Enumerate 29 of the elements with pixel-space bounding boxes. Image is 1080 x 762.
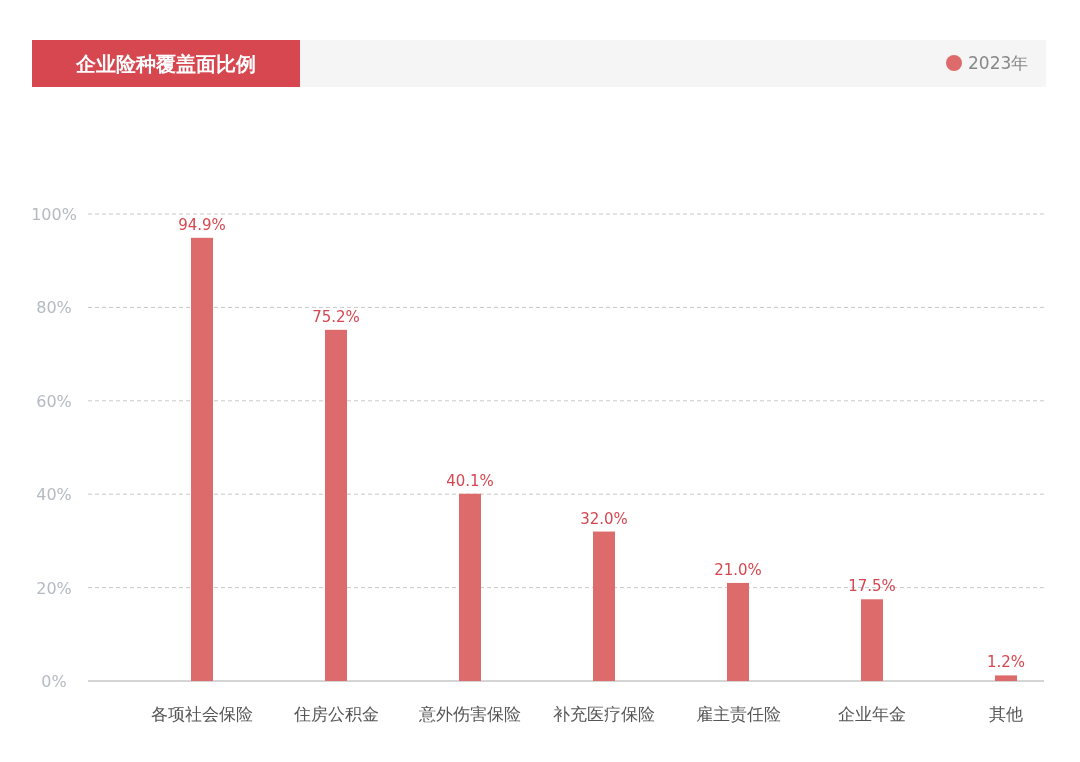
y-tick-label: 40% bbox=[36, 485, 72, 505]
x-tick-label: 各项社会保险 bbox=[151, 704, 253, 724]
x-tick-label: 意外伤害保险 bbox=[418, 704, 521, 724]
data-label: 40.1% bbox=[446, 471, 494, 490]
legend-label: 2023年 bbox=[968, 53, 1029, 73]
y-tick-label: 0% bbox=[41, 672, 67, 691]
x-tick-label: 住房公积金 bbox=[292, 704, 379, 724]
data-label: 94.9% bbox=[178, 215, 226, 234]
y-tick-label: 60% bbox=[36, 391, 72, 411]
data-label: 1.2% bbox=[986, 653, 1026, 672]
x-tick-label: 雇主责任险 bbox=[695, 704, 781, 724]
bar bbox=[727, 582, 749, 681]
data-label: 75.2% bbox=[312, 307, 360, 326]
x-tick-label: 企业年金 bbox=[838, 704, 906, 724]
data-label: 21.0% bbox=[714, 560, 762, 579]
data-label: 17.5% bbox=[848, 577, 896, 596]
bar bbox=[861, 599, 883, 681]
y-tick-label: 80% bbox=[36, 298, 72, 318]
y-tick-label: 20% bbox=[36, 578, 72, 598]
bar bbox=[325, 329, 347, 681]
bar bbox=[459, 493, 481, 681]
x-tick-label: 补充医疗保险 bbox=[553, 704, 655, 724]
x-tick-label: 其他 bbox=[989, 704, 1023, 724]
bar bbox=[995, 675, 1017, 681]
data-label: 32.0% bbox=[580, 509, 628, 528]
bar bbox=[593, 531, 615, 681]
chart-title: 企业险种覆盖面比例 bbox=[75, 52, 256, 76]
bar bbox=[191, 237, 213, 681]
y-tick-label: 100% bbox=[31, 205, 77, 224]
